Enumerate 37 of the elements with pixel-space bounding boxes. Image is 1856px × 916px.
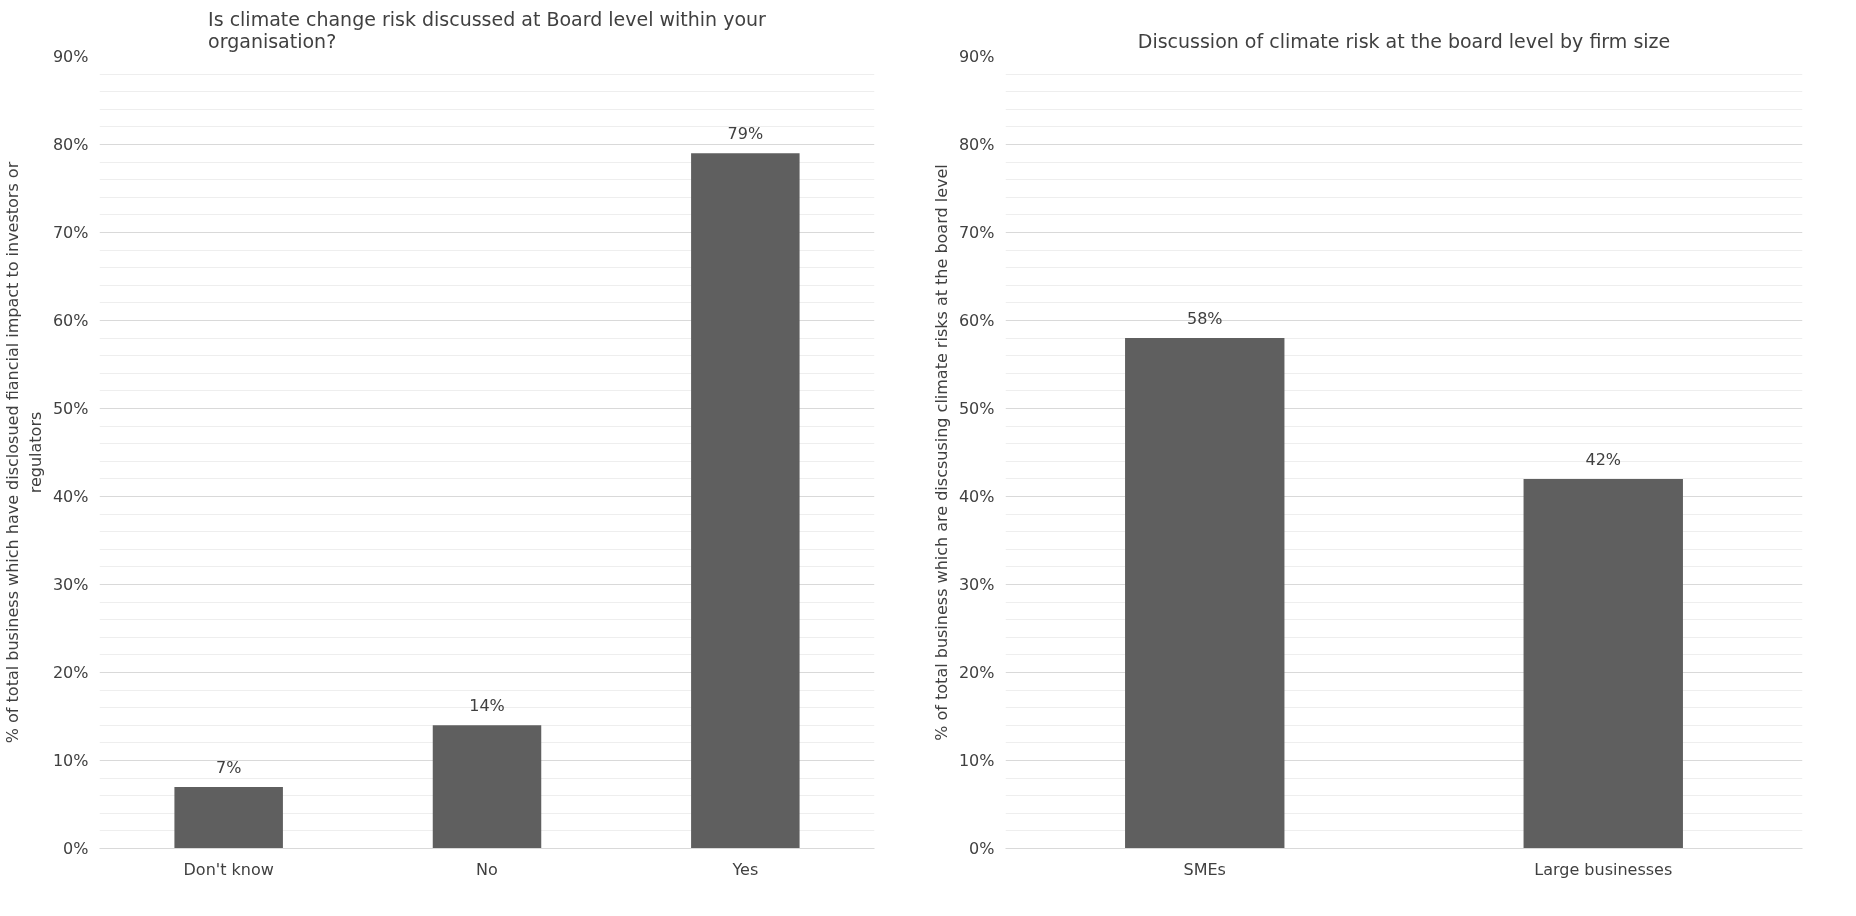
y-tick-label: 40% (52, 487, 89, 506)
y-axis-title: % of total business which have disclosued fiancial impact to investors or regulators (3, 161, 45, 744)
data-label: 58% (1186, 309, 1223, 329)
y-tick-label: 0% (63, 839, 89, 858)
y-tick-label: 40% (958, 487, 995, 506)
y-tick-label: 70% (52, 223, 89, 242)
bar (174, 786, 283, 849)
y-tick-label: 50% (52, 399, 89, 418)
chart-title: Discussion of climate risk at the board level by firm size (1137, 29, 1671, 52)
data-label: 7% (215, 757, 242, 777)
y-tick-label: 70% (958, 223, 995, 242)
bar (691, 153, 800, 849)
data-label: 79% (727, 124, 764, 144)
y-tick-label: 80% (958, 135, 995, 154)
y-tick-label: 30% (958, 575, 995, 594)
y-tick-label: 20% (958, 663, 995, 682)
chart-title: Is climate change risk discussed at Board level within your organisation? (208, 7, 767, 52)
data-label: 42% (1585, 449, 1622, 469)
y-axis-title: % of total business which are discsusing climate risks at the board level (931, 164, 951, 741)
y-tick-label: 60% (958, 311, 995, 330)
x-tick-label: Yes (731, 859, 759, 879)
y-tick-label: 60% (52, 311, 89, 330)
y-tick-label: 90% (52, 47, 89, 66)
x-tick-label: Large businesses (1534, 859, 1673, 879)
y-tick-label: 0% (969, 839, 995, 858)
y-tick-label: 10% (52, 751, 89, 770)
y-tick-label: 10% (958, 751, 995, 770)
y-tick-label: 20% (52, 663, 89, 682)
y-tick-label: 90% (958, 47, 995, 66)
y-tick-label: 30% (52, 575, 89, 594)
x-tick-label: No (476, 859, 498, 879)
y-tick-label: 50% (958, 399, 995, 418)
bar (432, 725, 542, 849)
y-tick-label: 80% (52, 135, 89, 154)
x-tick-label: SMEs (1183, 859, 1226, 879)
data-label: 14% (469, 696, 505, 716)
x-tick-label: Don't know (183, 859, 274, 879)
